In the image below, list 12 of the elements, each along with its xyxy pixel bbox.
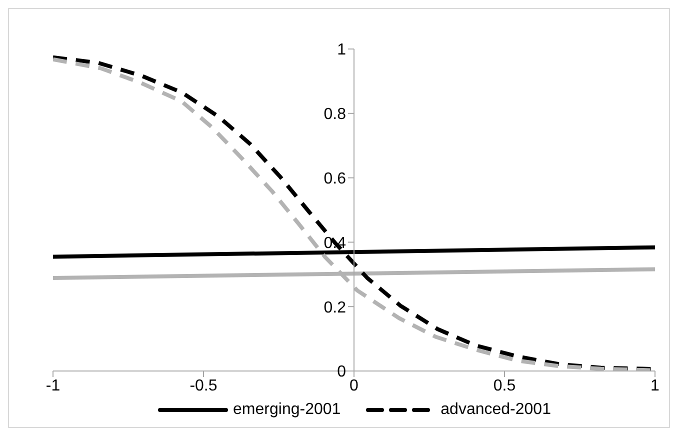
x-tick-label: 0.5 [493, 377, 516, 394]
y-tick-label: 0.6 [324, 170, 346, 188]
x-tick-label: 1 [650, 377, 660, 394]
y-tick-label: 0 [337, 364, 346, 381]
x-tick-label: 0 [350, 377, 359, 394]
legend-label: emerging-2001 [233, 401, 341, 419]
legend-label: advanced-2001 [440, 401, 551, 419]
x-tick-label: -0.5 [190, 377, 218, 394]
x-tick-label: -1 [46, 377, 60, 394]
y-tick-label: 0.8 [324, 106, 346, 124]
y-tick-label: 1 [337, 42, 346, 59]
y-tick-label: 0.2 [324, 299, 346, 316]
